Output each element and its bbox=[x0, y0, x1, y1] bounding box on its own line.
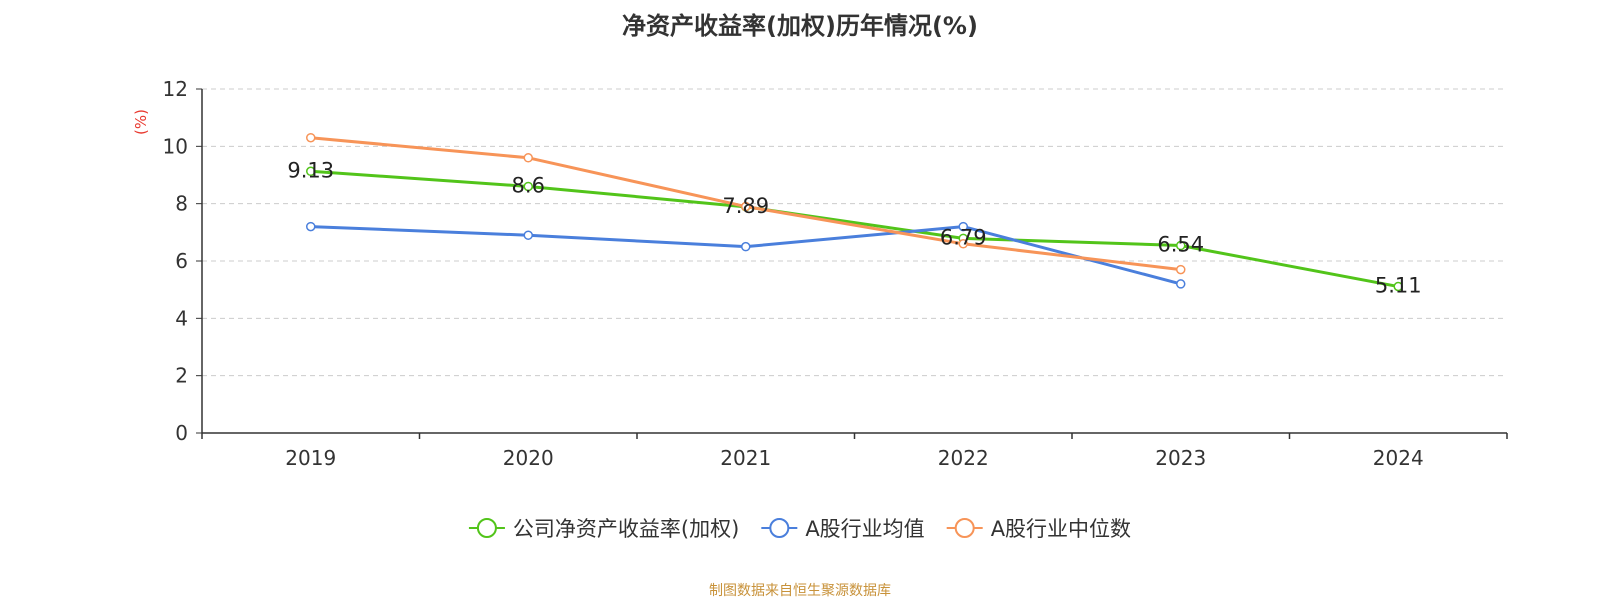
legend-marker bbox=[769, 518, 790, 538]
data-label: 8.6 bbox=[512, 173, 545, 197]
data-point bbox=[306, 221, 316, 232]
legend-marker bbox=[476, 518, 497, 538]
data-point bbox=[1393, 281, 1403, 292]
data-point bbox=[958, 239, 968, 249]
data-point bbox=[1176, 264, 1186, 275]
data-labels: 9.13 8.6 7.89 6.79 6.54 5.11 bbox=[287, 158, 1421, 297]
data-label: 5.11 bbox=[1375, 274, 1422, 298]
x-tick-label: 2021 bbox=[720, 446, 771, 470]
data-label: 9.13 bbox=[287, 158, 334, 182]
y-tick-label: 12 bbox=[163, 77, 188, 101]
legend-item-0: 公司净资产收益率(加权) bbox=[468, 517, 739, 541]
data-point bbox=[306, 166, 316, 177]
y-tick-label: 8 bbox=[175, 192, 188, 216]
data-label: 6.79 bbox=[940, 225, 987, 249]
legend-item-2: A股行业中位数 bbox=[946, 517, 1131, 541]
legend-marker bbox=[954, 518, 975, 538]
data-label: 6.54 bbox=[1157, 233, 1204, 257]
data-point bbox=[523, 153, 533, 163]
y-tick-label: 4 bbox=[175, 306, 188, 330]
x-tick-label: 2022 bbox=[938, 446, 989, 470]
data-point bbox=[306, 132, 316, 143]
y-tick-label: 10 bbox=[163, 134, 188, 158]
data-point bbox=[523, 181, 533, 192]
y-tick-label: 6 bbox=[175, 249, 188, 273]
series-line-0 bbox=[310, 169, 1399, 288]
x-tick-label: 2023 bbox=[1155, 446, 1206, 470]
data-point bbox=[958, 221, 968, 232]
data-point bbox=[741, 201, 751, 212]
legend-item-1: A股行业均值 bbox=[761, 517, 925, 541]
x-tick-label: 2019 bbox=[285, 446, 336, 470]
chart-title: 净资产收益率(加权)历年情况(%) bbox=[622, 12, 978, 40]
axes: 0 2 4 6 8 10 12 (%) 2019 2020 2021 2022 2023 2024 bbox=[132, 77, 1508, 470]
y-axis-label: (%) bbox=[132, 109, 150, 135]
grid-lines bbox=[202, 88, 1507, 377]
footer-source: 制图数据来自恒生聚源数据库 bbox=[709, 583, 891, 599]
y-tick-label: 2 bbox=[175, 364, 188, 388]
legend: 公司净资产收益率(加权) A股行业均值 A股行业中位数 bbox=[468, 517, 1131, 541]
x-tick-label: 2024 bbox=[1373, 446, 1424, 470]
data-point bbox=[523, 230, 533, 240]
x-tick-label: 2020 bbox=[503, 446, 554, 470]
data-point bbox=[1176, 279, 1186, 289]
legend-label: 公司净资产收益率(加权) bbox=[513, 517, 739, 541]
legend-label: A股行业均值 bbox=[805, 517, 924, 541]
data-point bbox=[1176, 240, 1186, 251]
series-lines bbox=[306, 132, 1403, 292]
data-point bbox=[741, 241, 751, 252]
y-tick-label: 0 bbox=[175, 421, 188, 445]
legend-label: A股行业中位数 bbox=[991, 517, 1131, 541]
data-label: 7.89 bbox=[722, 194, 769, 218]
